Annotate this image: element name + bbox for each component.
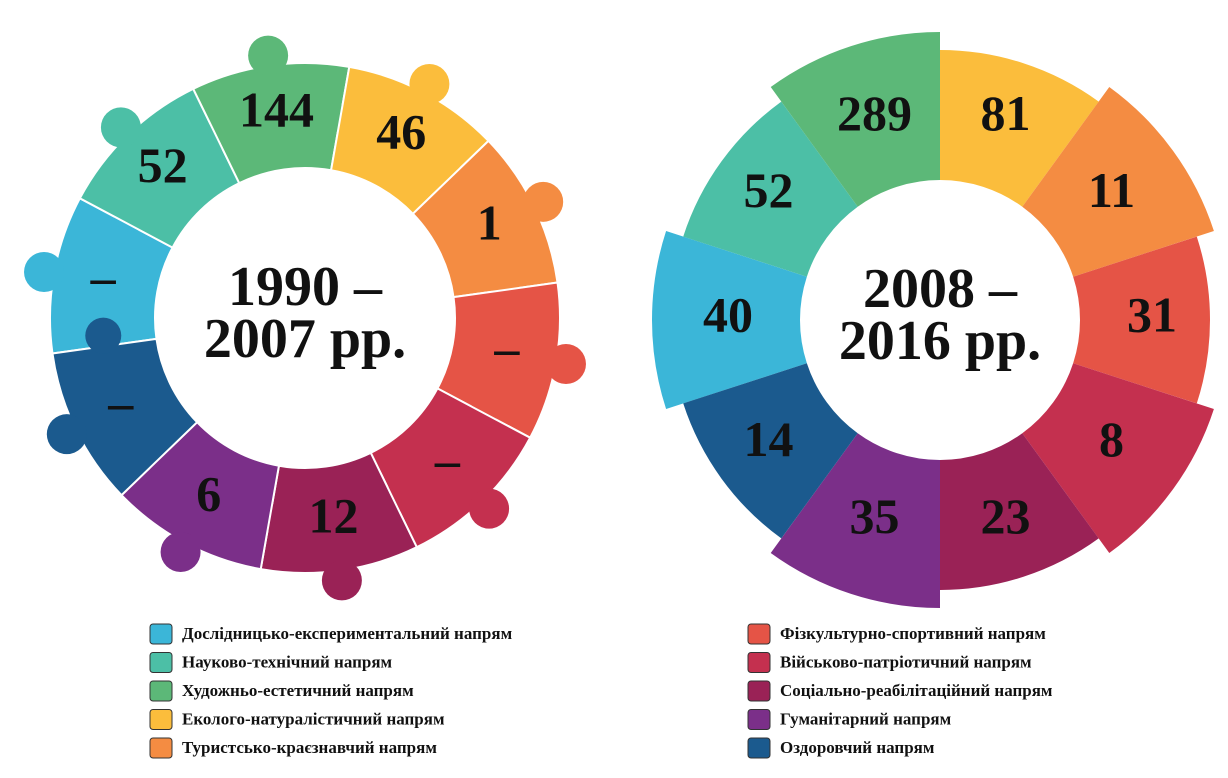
puzzle-tab (47, 414, 87, 454)
segment-label: – (107, 374, 134, 430)
segment-label: 14 (743, 411, 793, 467)
legend-label: Дослідницько-експериментальний напрям (182, 624, 513, 643)
segment-label: 52 (743, 162, 793, 218)
legend-swatch (150, 710, 172, 730)
puzzle-tab (161, 532, 201, 572)
legend-label: Фізкультурно-спортивний напрям (780, 624, 1046, 643)
puzzle-tab (24, 252, 64, 292)
puzzle-tab (101, 107, 141, 147)
segment-label: 144 (239, 81, 314, 137)
infographic: –52144461––126–1990 –2007 рр.40522898111… (0, 0, 1228, 778)
puzzle-tab (85, 318, 121, 354)
segment-label: – (434, 432, 461, 488)
legend-swatch (150, 653, 172, 673)
legend-label: Військово-патріотичний напрям (780, 652, 1032, 671)
segment-label: 12 (309, 487, 359, 543)
puzzle-tab (546, 344, 586, 384)
segment-label: 8 (1099, 411, 1124, 467)
legend-swatch (150, 681, 172, 701)
legend-swatch (748, 653, 770, 673)
legend-label: Гуманітарний напрям (780, 709, 952, 728)
puzzle-tab (469, 489, 509, 529)
legend-swatch (748, 681, 770, 701)
segment-label: 1 (477, 195, 502, 251)
legend-label: Соціально-реабілітаційний напрям (780, 681, 1053, 700)
legend-label: Еколого-натуралістичний напрям (182, 709, 445, 728)
puzzle-tab (409, 64, 449, 104)
puzzle-tab (523, 182, 563, 222)
segment-label: 81 (981, 85, 1031, 141)
legend-swatch (150, 738, 172, 758)
puzzle-tab (248, 36, 288, 76)
segment-label: 52 (138, 137, 188, 193)
legend-label: Оздоровчий напрям (780, 738, 935, 757)
segment-label: 46 (376, 103, 426, 159)
segment-label: 40 (703, 286, 753, 342)
legend-swatch (748, 624, 770, 644)
legend-label: Науково-технічний напрям (182, 652, 393, 671)
segment-label: 289 (837, 85, 912, 141)
center-title: 2007 рр. (204, 308, 406, 370)
segment-label: 6 (196, 465, 221, 521)
segment-label: – (90, 249, 117, 305)
legend-swatch (748, 738, 770, 758)
segment-label: 23 (981, 488, 1031, 544)
center-title: 2016 рр. (839, 310, 1041, 372)
legend-label: Туристсько-краєзнавчий напрям (182, 738, 437, 757)
legend-swatch (150, 624, 172, 644)
segment-label: – (493, 320, 520, 376)
legend-label: Художньо-естетичний напрям (182, 681, 414, 700)
segment-label: 35 (849, 488, 899, 544)
segment-label: 11 (1088, 162, 1135, 218)
legend-swatch (748, 710, 770, 730)
puzzle-tab (322, 560, 362, 600)
segment-label: 31 (1127, 286, 1177, 342)
